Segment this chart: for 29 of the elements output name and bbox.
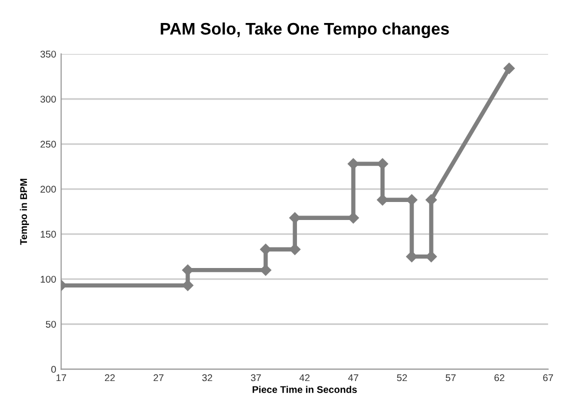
y-axis-title: Tempo in BPM — [20, 178, 29, 245]
x-tick-label: 57 — [446, 374, 456, 382]
point — [182, 264, 194, 276]
x-tick-label: 67 — [543, 374, 554, 382]
x-tick-label: 27 — [154, 374, 164, 382]
x-tick-label: 47 — [348, 374, 358, 382]
y-tick-label: 50 — [46, 320, 56, 328]
x-tick-label: 32 — [202, 374, 212, 382]
y-tick-label: 200 — [40, 186, 56, 193]
x-tick-label: 42 — [299, 374, 310, 382]
x-tick-label: 62 — [494, 374, 504, 382]
y-tick-label: 300 — [40, 96, 56, 103]
x-tick-label: 52 — [396, 374, 407, 382]
x-tick-label: 37 — [250, 374, 261, 382]
x-axis-title: Piece Time in Seconds — [252, 386, 357, 393]
y-tick-label: 0 — [51, 366, 56, 373]
y-tick-label: 100 — [40, 276, 56, 283]
y-tick-label: 250 — [40, 140, 56, 148]
y-tick-label: 350 — [40, 50, 56, 58]
x-tick-label: 22 — [104, 374, 115, 382]
point — [426, 194, 437, 206]
point — [182, 280, 194, 292]
point — [504, 62, 515, 74]
point — [348, 158, 359, 170]
chart-title: PAM Solo, Take One Tempo changes — [160, 22, 449, 38]
point — [406, 194, 418, 206]
x-tick-label: 17 — [56, 374, 66, 382]
point — [289, 212, 300, 224]
y-tick-label: 150 — [40, 230, 56, 238]
